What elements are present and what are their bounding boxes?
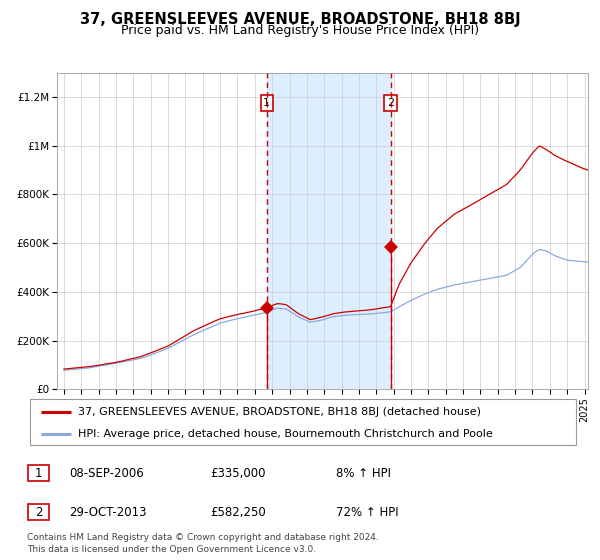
- Text: 1: 1: [263, 98, 270, 108]
- Text: Price paid vs. HM Land Registry's House Price Index (HPI): Price paid vs. HM Land Registry's House …: [121, 24, 479, 36]
- Text: 08-SEP-2006: 08-SEP-2006: [69, 466, 144, 480]
- Text: £582,250: £582,250: [210, 506, 266, 519]
- Text: Contains HM Land Registry data © Crown copyright and database right 2024.
This d: Contains HM Land Registry data © Crown c…: [27, 533, 379, 554]
- Text: 29-OCT-2013: 29-OCT-2013: [69, 506, 146, 519]
- Text: 2: 2: [387, 98, 394, 108]
- Text: 37, GREENSLEEVES AVENUE, BROADSTONE, BH18 8BJ: 37, GREENSLEEVES AVENUE, BROADSTONE, BH1…: [80, 12, 520, 27]
- Text: 72% ↑ HPI: 72% ↑ HPI: [336, 506, 398, 519]
- Bar: [267, 73, 391, 389]
- Text: 37, GREENSLEEVES AVENUE, BROADSTONE, BH18 8BJ (detached house): 37, GREENSLEEVES AVENUE, BROADSTONE, BH1…: [78, 407, 481, 417]
- Text: 1: 1: [35, 466, 42, 480]
- FancyBboxPatch shape: [28, 505, 49, 520]
- Text: £335,000: £335,000: [210, 466, 265, 480]
- FancyBboxPatch shape: [28, 465, 49, 481]
- Text: 8% ↑ HPI: 8% ↑ HPI: [336, 466, 391, 480]
- Text: HPI: Average price, detached house, Bournemouth Christchurch and Poole: HPI: Average price, detached house, Bour…: [78, 429, 493, 438]
- FancyBboxPatch shape: [30, 399, 576, 445]
- Text: 2: 2: [35, 506, 42, 519]
